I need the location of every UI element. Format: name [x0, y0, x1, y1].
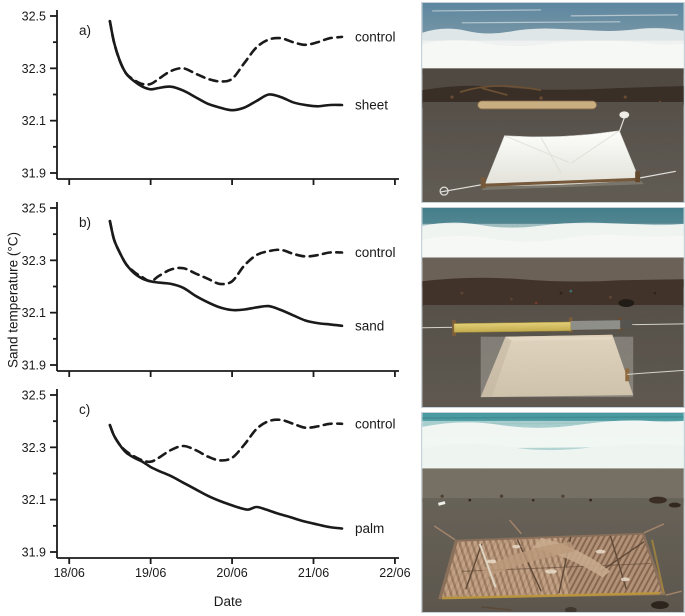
axes	[50, 389, 399, 564]
distant-wave-streaks	[432, 9, 678, 24]
y-tick-label: 32.5	[22, 10, 46, 24]
series-label-control: control	[355, 416, 396, 431]
dark-object	[618, 299, 635, 308]
x-tick-label: 20/06	[216, 566, 247, 580]
beam-grey-part	[570, 320, 621, 330]
y-tick-label: 32.1	[22, 114, 46, 128]
y-tick-label: 32.5	[22, 202, 46, 216]
white-sheet	[484, 130, 640, 186]
sheet-folds	[504, 130, 620, 174]
guy-strings	[439, 117, 676, 196]
series-line-control	[108, 19, 344, 86]
x-tick-label: 21/06	[298, 566, 329, 580]
series-label-palm: palm	[355, 521, 384, 536]
y-tick-label: 32.3	[22, 62, 46, 76]
frond-silhouette-left	[481, 541, 575, 578]
y-tick-label: 32.3	[22, 254, 46, 268]
string-line-right	[627, 369, 684, 375]
series-line-palm	[108, 423, 344, 530]
y-tick-label: 31.9	[22, 359, 46, 373]
sheet-frame	[484, 177, 640, 187]
debris-line	[422, 277, 684, 312]
y-tick-label: 32.1	[22, 306, 46, 320]
chart-panel-b: 31.9 32.1 32.3 32.5 b) control sand	[22, 202, 399, 377]
x-tick-label: 22/06	[379, 566, 410, 580]
panel-label: b)	[79, 215, 91, 230]
stray-fronds	[433, 519, 682, 596]
series-label-sheet: sheet	[355, 97, 388, 112]
corner-stake	[625, 368, 630, 382]
foam-texture	[422, 223, 684, 260]
x-tick-label: 18/06	[54, 566, 85, 580]
sheet-photo	[422, 3, 684, 202]
chart-panel-c: 31.9 32.1 32.3 32.5 18/06 19/06 20/06 21/06 22/0…	[22, 389, 411, 581]
y-tick-label: 31.9	[22, 167, 46, 181]
patch-texture	[480, 336, 634, 398]
wooden-frame-bottom	[442, 591, 660, 600]
photo-sand-treatment	[421, 207, 685, 408]
foam-texture	[422, 40, 684, 71]
frond-ribs	[461, 535, 651, 594]
y-tick-label: 32.3	[22, 441, 46, 455]
debris-speckles	[460, 289, 657, 305]
sand-photo	[422, 208, 684, 407]
white-debris	[619, 111, 630, 119]
frame-post-right	[635, 171, 641, 183]
series-line-sheet	[108, 19, 344, 112]
axes	[50, 10, 399, 185]
wooden-frame-right	[651, 539, 665, 594]
palm-photo	[422, 413, 684, 612]
photo-sheet-treatment	[421, 2, 685, 203]
y-tick-label: 31.9	[22, 546, 46, 560]
branch	[459, 85, 542, 96]
debris-line	[437, 494, 681, 508]
x-tick-label: 19/06	[135, 566, 166, 580]
series-label-control: control	[355, 245, 396, 260]
series-line-control	[108, 219, 344, 286]
foam-texture	[422, 420, 684, 469]
panel-label: a)	[79, 23, 91, 38]
frame-post-left	[480, 177, 486, 189]
palm-mat	[433, 519, 682, 600]
x-axis-title: Date	[213, 594, 243, 609]
pale-stick	[478, 543, 497, 588]
series-line-sand	[108, 219, 344, 328]
charts-column: Sand temperature (°C) 31.9 32.1 32.3 32.5 a)…	[6, 10, 411, 610]
series-line-control	[108, 418, 344, 464]
chart-panel-a: 31.9 32.1 32.3 32.5 a) control sheet	[22, 10, 399, 185]
photo-palm-treatment	[421, 412, 685, 613]
bottom-debris	[481, 601, 669, 612]
panel-label: c)	[79, 402, 90, 417]
dried-tips	[486, 544, 630, 582]
y-tick-label: 32.1	[22, 493, 46, 507]
axes	[50, 202, 399, 377]
beam-dark-tip	[620, 319, 633, 329]
wooden-beam	[451, 317, 633, 336]
y-tick-label: 32.5	[22, 389, 46, 403]
photos-column	[421, 0, 685, 616]
series-label-sand: sand	[355, 318, 384, 333]
series-label-control: control	[355, 29, 396, 44]
beam-yellow-part	[453, 321, 572, 333]
driftwood-log	[477, 100, 597, 110]
